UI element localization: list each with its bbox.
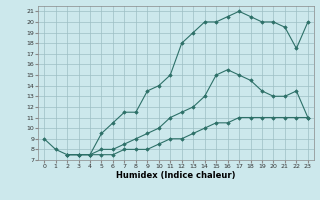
X-axis label: Humidex (Indice chaleur): Humidex (Indice chaleur) <box>116 171 236 180</box>
